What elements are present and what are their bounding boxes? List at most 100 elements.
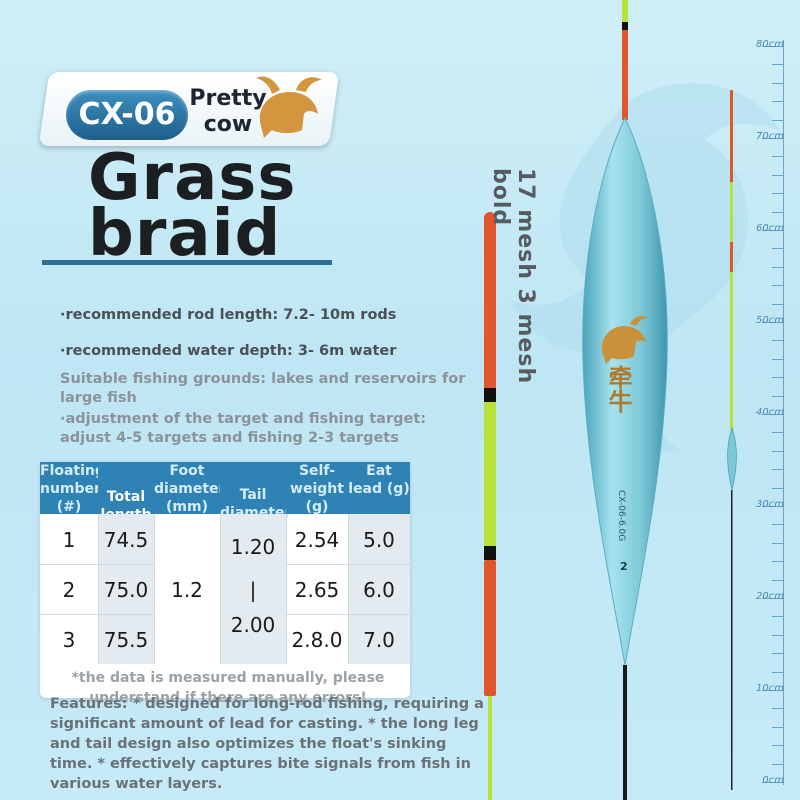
ruler-minor-tick bbox=[772, 101, 784, 103]
float-bull-logo bbox=[601, 316, 648, 364]
col-divider bbox=[154, 514, 155, 664]
ruler-label: 10cm bbox=[756, 683, 784, 694]
col-tail-bg bbox=[220, 514, 286, 664]
float-brand-text: 牵牛 bbox=[604, 365, 632, 413]
cell-num: 3 bbox=[62, 628, 76, 652]
ruler-label: 80cm bbox=[756, 39, 784, 50]
col-divider bbox=[286, 514, 287, 664]
ruler-minor-tick bbox=[772, 579, 784, 581]
ruler-minor-tick bbox=[772, 193, 784, 195]
ruler-tick bbox=[762, 230, 784, 231]
col-divider bbox=[220, 514, 221, 664]
ruler-label: 70cm bbox=[756, 131, 784, 142]
col-divider bbox=[98, 514, 99, 664]
ruler-minor-tick bbox=[772, 469, 784, 471]
th-foot: Foot diameter (mm) bbox=[154, 462, 226, 515]
float-model-text: CX-06-6.0G bbox=[616, 490, 626, 542]
ruler-minor-tick bbox=[772, 561, 784, 563]
table-note: *the data is measured manually, please u… bbox=[71, 670, 385, 706]
ruler-minor-tick bbox=[772, 432, 784, 434]
ruler-minor-tick bbox=[772, 634, 784, 636]
ruler-tick bbox=[762, 138, 784, 139]
col-divider bbox=[348, 514, 349, 664]
model-code: CX-06 bbox=[78, 97, 176, 132]
ruler-label: 30cm bbox=[756, 499, 784, 510]
features-text: Features: * designed for long-rod fishin… bbox=[50, 696, 484, 792]
ruler-minor-tick bbox=[772, 156, 784, 158]
ruler-minor-tick bbox=[772, 708, 784, 710]
ruler-label: 0cm bbox=[762, 775, 784, 786]
ruler-minor-tick bbox=[772, 542, 784, 544]
ruler bbox=[783, 40, 784, 785]
ruler-minor-tick bbox=[772, 450, 784, 452]
model-name: Pretty cow bbox=[189, 86, 267, 137]
cell-lead: 7.0 bbox=[363, 628, 395, 652]
th-tail: Tail diameter (mm) bbox=[220, 462, 291, 539]
float-main bbox=[582, 0, 668, 800]
side-label: 17 mesh 3 mesh bold bbox=[488, 168, 538, 385]
th-weight: Self-weight (g) bbox=[286, 462, 348, 515]
th-floating: Floating number (#) bbox=[40, 462, 105, 515]
ruler-tick bbox=[762, 782, 784, 783]
cell-length: 74.5 bbox=[103, 528, 149, 552]
ruler-tick bbox=[762, 414, 784, 415]
cell-lead: 6.0 bbox=[363, 578, 395, 602]
ruler-minor-tick bbox=[772, 358, 784, 360]
float-number: 2 bbox=[620, 560, 628, 573]
title-line2: braid bbox=[88, 197, 282, 271]
ruler-minor-tick bbox=[772, 763, 784, 765]
ruler-label: 60cm bbox=[756, 223, 784, 234]
ruler-tick bbox=[762, 322, 784, 323]
ruler-tick bbox=[762, 46, 784, 47]
cell-tail-top: 1.20 bbox=[230, 535, 276, 559]
ruler-minor-tick bbox=[772, 395, 784, 397]
ruler-label: 40cm bbox=[756, 407, 784, 418]
title-underline bbox=[42, 260, 332, 265]
cell-weight: 2.54 bbox=[294, 528, 340, 552]
bull-logo-icon bbox=[256, 76, 322, 138]
ruler-minor-tick bbox=[772, 266, 784, 268]
ruler-label: 50cm bbox=[756, 315, 784, 326]
ruler-minor-tick bbox=[772, 340, 784, 342]
col-length-bg bbox=[98, 514, 154, 664]
ruler-minor-tick bbox=[772, 119, 784, 121]
product-title: Grass braid bbox=[88, 141, 297, 271]
ruler-minor-tick bbox=[772, 211, 784, 213]
ruler-tick bbox=[762, 598, 784, 599]
cell-weight: 2.8.0 bbox=[291, 628, 343, 652]
cell-tail-bottom: 2.00 bbox=[230, 613, 276, 637]
ruler-minor-tick bbox=[772, 174, 784, 176]
ruler-minor-tick bbox=[772, 248, 784, 250]
cell-lead: 5.0 bbox=[363, 528, 395, 552]
cell-length: 75.0 bbox=[103, 578, 149, 602]
cell-num: 2 bbox=[62, 578, 76, 602]
float-small bbox=[727, 90, 737, 790]
cell-foot-diameter: 1.2 bbox=[171, 578, 203, 602]
info-rod-length: ·recommended rod length: 7.2- 10m rods bbox=[60, 307, 397, 323]
info-adjustment: ·adjustment of the target and fishing ta… bbox=[60, 411, 427, 446]
ruler-minor-tick bbox=[772, 671, 784, 673]
cell-num: 1 bbox=[62, 528, 76, 552]
cell-tail-sep: | bbox=[249, 578, 257, 602]
info-water-depth: ·recommended water depth: 3- 6m water bbox=[60, 343, 397, 359]
float-left bbox=[484, 212, 496, 800]
ruler-minor-tick bbox=[772, 285, 784, 287]
ruler-minor-tick bbox=[772, 745, 784, 747]
title-line1: Grass bbox=[88, 141, 297, 215]
ruler-minor-tick bbox=[772, 524, 784, 526]
ruler-minor-tick bbox=[772, 64, 784, 66]
ruler-tick bbox=[762, 690, 784, 691]
row-divider bbox=[40, 614, 154, 615]
badge-pill bbox=[66, 90, 188, 140]
ruler-minor-tick bbox=[772, 487, 784, 489]
ruler-label: 20cm bbox=[756, 591, 784, 602]
ruler-minor-tick bbox=[772, 303, 784, 305]
ruler-tick bbox=[762, 506, 784, 507]
ruler-minor-tick bbox=[772, 377, 784, 379]
cell-length: 75.5 bbox=[103, 628, 149, 652]
info-grounds: Suitable fishing grounds: lakes and rese… bbox=[60, 371, 466, 406]
ruler-minor-tick bbox=[772, 82, 784, 84]
ruler-minor-tick bbox=[772, 726, 784, 728]
row-divider bbox=[40, 564, 154, 565]
col-lead-bg bbox=[348, 514, 410, 664]
